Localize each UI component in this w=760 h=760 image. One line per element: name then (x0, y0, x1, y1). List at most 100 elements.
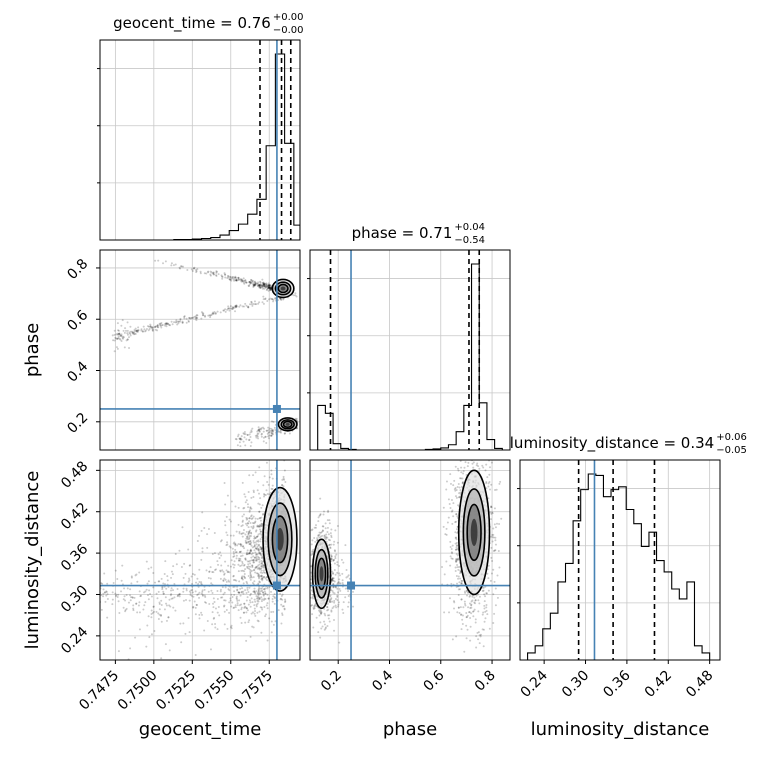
sample-point (260, 548, 263, 551)
sample-point (224, 599, 227, 602)
sample-point (323, 534, 326, 537)
sample-point (191, 270, 194, 273)
sample-point (207, 528, 210, 531)
sample-point (458, 611, 461, 614)
sample-point (187, 319, 190, 322)
sample-point (258, 568, 261, 571)
sample-point (246, 535, 249, 538)
sample-point (451, 557, 454, 560)
sample-point (235, 597, 238, 600)
sample-point (319, 636, 322, 639)
sample-point (258, 301, 261, 304)
sample-point (248, 280, 251, 283)
sample-point (137, 329, 140, 332)
sample-point (239, 278, 242, 281)
sample-point (250, 612, 253, 615)
sample-point (124, 327, 127, 330)
sample-point (210, 271, 213, 274)
sample-point (326, 614, 329, 617)
sample-point (352, 605, 355, 608)
sample-point (115, 337, 118, 340)
sample-point (138, 590, 141, 593)
sample-point (261, 282, 264, 285)
sample-point (232, 566, 235, 569)
sample-point (160, 322, 163, 325)
y-tick-label-luminosity_distance: 0.36 (58, 541, 91, 574)
sample-point (260, 557, 263, 560)
sample-point (468, 602, 471, 605)
sample-point (230, 520, 233, 523)
sample-point (249, 635, 252, 638)
sample-point (251, 625, 254, 628)
sample-point (260, 284, 263, 287)
sample-point (482, 628, 485, 631)
sample-point (234, 578, 237, 581)
sample-point (258, 517, 261, 520)
sample-point (134, 333, 137, 336)
sample-point (337, 601, 340, 604)
sample-point (221, 277, 224, 280)
sample-point (189, 594, 192, 597)
sample-point (260, 428, 263, 431)
sample-point (182, 590, 185, 593)
sample-point (456, 558, 459, 561)
sample-point (257, 573, 260, 576)
sample-point (257, 558, 260, 561)
sample-point (184, 632, 187, 635)
sample-point (222, 309, 225, 312)
sample-point (180, 566, 183, 569)
sample-point (454, 489, 457, 492)
sample-point (256, 524, 259, 527)
sample-point (268, 286, 271, 289)
sample-point (148, 589, 151, 592)
sample-point (453, 607, 456, 610)
sample-point (125, 339, 128, 342)
x-tick-label-geocent_time: 0.7575 (230, 668, 276, 714)
sample-point (180, 641, 183, 644)
sample-point (263, 282, 266, 285)
sample-point (244, 495, 247, 498)
sample-point (458, 496, 461, 499)
sample-point (252, 576, 255, 579)
sample-point (123, 595, 126, 598)
sample-point (151, 328, 154, 331)
sample-point (232, 534, 235, 537)
sample-point (457, 588, 460, 591)
sample-point (257, 480, 260, 483)
sample-point (454, 465, 457, 468)
sample-point (304, 594, 306, 596)
sample-point (254, 614, 257, 617)
sample-point (178, 592, 181, 595)
sample-point (495, 522, 498, 525)
sample-point (244, 433, 247, 436)
sample-point (261, 513, 264, 516)
sample-point (248, 534, 251, 537)
sample-point (479, 635, 482, 638)
sample-point (138, 571, 141, 574)
sample-point (465, 624, 468, 627)
sample-point (255, 572, 258, 575)
sample-point (257, 598, 260, 601)
sample-point (244, 281, 247, 284)
sample-point (240, 435, 243, 438)
sample-point (120, 339, 123, 342)
sample-point (248, 509, 251, 512)
sample-point (326, 609, 329, 612)
sample-point (318, 533, 321, 536)
sample-point (257, 564, 260, 567)
x-tick-label-phase: 0.2 (318, 668, 345, 695)
sample-point (263, 284, 266, 287)
sample-point (187, 617, 190, 620)
sample-point (190, 589, 193, 592)
sample-point (332, 577, 335, 580)
sample-point (116, 337, 119, 340)
sample-point (494, 526, 497, 529)
sample-point (306, 580, 308, 582)
sample-point (106, 582, 109, 585)
sample-point (257, 533, 260, 536)
sample-point (208, 570, 211, 573)
sample-point (117, 650, 120, 653)
sample-point (253, 590, 256, 593)
sample-point (237, 276, 240, 279)
sample-point (248, 552, 251, 555)
